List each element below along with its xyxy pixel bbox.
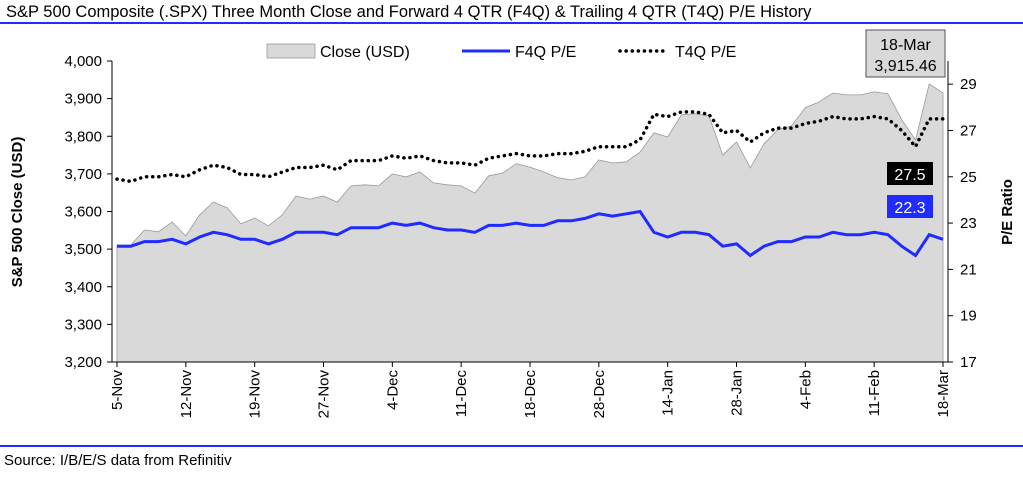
chart-title: S&P 500 Composite (.SPX) Three Month Clo… xyxy=(6,3,812,21)
legend-label: Close (USD) xyxy=(320,44,410,61)
end-value-label: 27.5 xyxy=(894,167,925,184)
x-tick-label: 27-Nov xyxy=(316,370,333,419)
x-tick-label: 4-Feb xyxy=(797,370,814,409)
end-value-box xyxy=(887,195,933,218)
y-axis-title: S&P 500 Close (USD) xyxy=(9,137,26,288)
y-tick-label: 3,200 xyxy=(64,354,102,371)
x-tick-label: 4-Dec xyxy=(384,370,401,411)
y-tick-label: 3,400 xyxy=(64,279,102,296)
annotation-date: 18-Mar xyxy=(880,37,931,54)
line xyxy=(117,209,944,258)
x-tick-label: 14-Jan xyxy=(660,370,677,416)
y2-tick-label: 27 xyxy=(960,122,977,139)
x-tick-label: 18-Mar xyxy=(935,370,952,418)
y2-tick-label: 23 xyxy=(960,215,977,232)
end-value-label: 22.3 xyxy=(894,200,925,217)
x-tick-label: 19-Nov xyxy=(247,370,264,419)
y-tick-label: 3,700 xyxy=(64,166,102,183)
legend-swatch xyxy=(266,43,316,59)
y-tick-label: 3,600 xyxy=(64,204,102,221)
y-tick-label: 4,000 xyxy=(64,53,102,70)
y-tick-label: 3,300 xyxy=(64,316,102,333)
end-value-box xyxy=(887,162,933,185)
y2-tick-label: 21 xyxy=(960,261,977,278)
x-tick-label: 12-Nov xyxy=(178,370,195,419)
x-tick-label: 28-Dec xyxy=(591,370,608,419)
x-tick-label: 18-Dec xyxy=(522,370,539,419)
y-tick-label: 3,900 xyxy=(64,91,102,108)
y2-tick-label: 25 xyxy=(960,169,977,186)
source: Source: I/B/E/S data from Refinitiv xyxy=(4,452,232,469)
x-tick-label: 5-Nov xyxy=(109,370,126,411)
line xyxy=(115,110,945,184)
annotation-box xyxy=(865,29,946,78)
x-tick-label: 11-Dec xyxy=(453,370,470,418)
annotation-value: 3,915.46 xyxy=(874,58,936,75)
area xyxy=(116,83,944,363)
x-tick-label: 11-Feb xyxy=(866,370,883,416)
legend-label: F4Q P/E xyxy=(515,44,576,61)
y-tick-label: 3,500 xyxy=(64,241,102,258)
y2-tick-label: 29 xyxy=(960,76,977,93)
y-tick-label: 3,800 xyxy=(64,128,102,145)
y2-tick-label: 19 xyxy=(960,308,977,325)
legend-label: T4Q P/E xyxy=(675,44,736,61)
y2-axis-title: P/E Ratio xyxy=(999,179,1016,245)
x-tick-label: 28-Jan xyxy=(729,370,746,416)
y2-tick-label: 17 xyxy=(960,354,977,371)
